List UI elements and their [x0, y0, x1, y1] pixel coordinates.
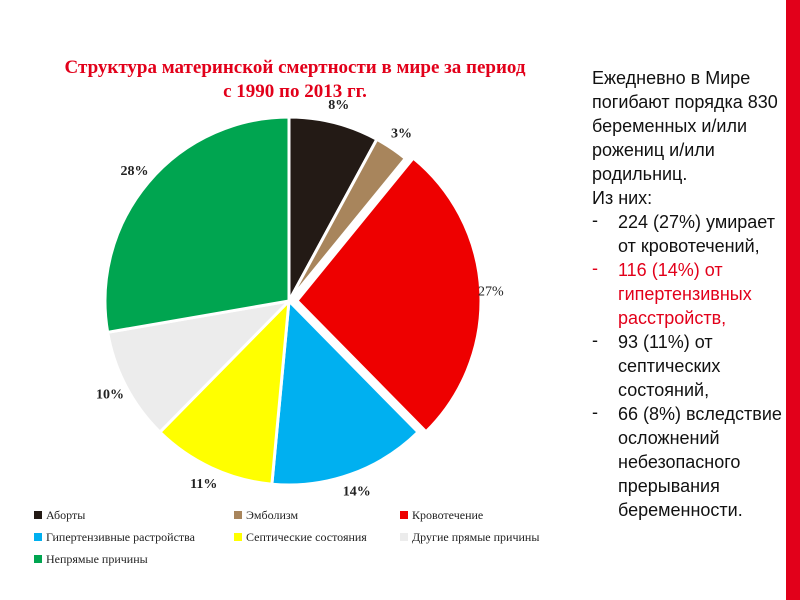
legend-swatch [34, 533, 42, 541]
legend-item-other-direct: Другие прямые причины [400, 530, 539, 545]
legend-item-hypertensive: Гипертензивные растройства [34, 530, 195, 545]
legend-label: Другие прямые причины [412, 530, 540, 544]
legend-swatch [234, 511, 242, 519]
bullet-text: 93 (11%) от септических состояний, [618, 332, 721, 400]
pie-slice-2 [287, 137, 408, 302]
side-text-panel: Ежедневно в Мире погибают порядка 830 бе… [592, 66, 782, 522]
bullet-dash: - [592, 210, 598, 230]
legend-swatch [400, 511, 408, 519]
pie-data-label-3: 27% [478, 285, 504, 300]
side-intro: Ежедневно в Мире погибают порядка 830 бе… [592, 68, 778, 184]
chart-title: Структура материнской смертности в мире … [64, 57, 526, 102]
legend-label: Непрямые причины [46, 552, 148, 566]
pie-data-label-1: 8% [328, 98, 349, 113]
legend-item-embolism: Эмболизм [234, 508, 298, 523]
legend-label: Гипертензивные растройства [46, 530, 195, 544]
side-bullet-abortion: -66 (8%) вследствие осложнений небезопас… [592, 402, 782, 522]
pie-slice-3 [294, 155, 483, 434]
pie-slice-4 [270, 297, 421, 487]
pie-data-label-2: 3% [391, 126, 412, 141]
legend-item-indirect: Непрямые причины [34, 552, 148, 567]
legend-swatch [400, 533, 408, 541]
legend-label: Кровотечение [412, 508, 484, 522]
pie-slice-7 [103, 115, 291, 335]
legend-label: Септические состояния [246, 530, 367, 544]
accent-bar [786, 0, 800, 600]
pie-slice-1 [287, 115, 379, 302]
side-bullet-bleeding: -224 (27%) умирает от кровотечений, [592, 210, 782, 258]
bullet-dash: - [592, 402, 598, 422]
legend-swatch [34, 511, 42, 519]
bullet-dash: - [592, 330, 598, 350]
side-bullet-septic: -93 (11%) от септических состояний, [592, 330, 782, 402]
side-bullet-list: -224 (27%) умирает от кровотечений, -116… [592, 210, 782, 522]
pie-data-label-6: 10% [96, 388, 124, 403]
pie-data-label-5: 11% [190, 477, 217, 492]
pie-slice-6 [105, 298, 294, 435]
pie-data-label-4: 14% [343, 484, 371, 499]
legend-swatch [34, 555, 42, 563]
legend-item-septic: Септические состояния [234, 530, 367, 545]
side-from-them: Из них: [592, 188, 653, 208]
bullet-text: 224 (27%) умирает от кровотечений, [618, 212, 775, 256]
legend-item-abortions: Аборты [34, 508, 85, 523]
legend-swatch [234, 533, 242, 541]
legend-label: Аборты [46, 508, 86, 522]
pie-slice-5 [157, 296, 291, 486]
side-bullet-hypertensive: -116 (14%) от гипертензивных расстройств… [592, 258, 782, 330]
legend-item-bleeding: Кровотечение [400, 508, 483, 523]
bullet-dash: - [592, 258, 598, 278]
bullet-text: 66 (8%) вследствие осложнений небезопасн… [618, 404, 782, 520]
bullet-text: 116 (14%) от гипертензивных расстройств, [618, 260, 752, 328]
legend-label: Эмболизм [246, 508, 299, 522]
pie-data-label-7: 28% [120, 164, 148, 179]
